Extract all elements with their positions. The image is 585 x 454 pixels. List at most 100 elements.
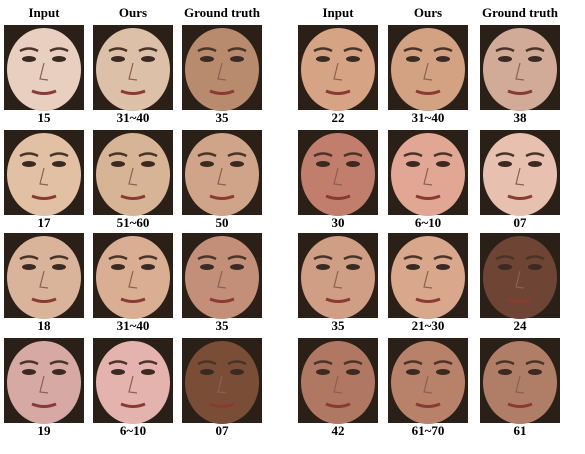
age-label: 61~70	[412, 423, 445, 438]
eye	[316, 161, 330, 167]
brow	[313, 152, 363, 158]
nose	[128, 167, 138, 186]
age-label: 31~40	[117, 110, 150, 125]
nose	[515, 270, 525, 289]
brow	[108, 360, 158, 366]
mouth	[507, 297, 533, 303]
face	[483, 341, 557, 424]
nose	[515, 62, 525, 81]
eye	[230, 161, 244, 167]
face	[391, 341, 465, 424]
age-label: 61	[514, 423, 527, 438]
face-image	[93, 233, 173, 319]
eye	[316, 369, 330, 375]
brow	[19, 360, 69, 366]
eye	[528, 264, 542, 270]
nose	[423, 375, 433, 394]
face	[483, 236, 557, 319]
face	[96, 236, 170, 319]
mouth	[31, 297, 57, 303]
nose	[217, 167, 227, 186]
eye	[141, 161, 155, 167]
face	[96, 28, 170, 111]
age-label: 07	[216, 423, 230, 438]
face-image	[480, 25, 560, 111]
mouth	[31, 89, 57, 95]
eye	[111, 56, 125, 62]
face	[391, 133, 465, 216]
age-label: 21~30	[412, 318, 445, 333]
column-header: Ours	[119, 5, 147, 20]
nose	[128, 62, 138, 81]
nose	[128, 270, 138, 289]
eye	[52, 369, 66, 375]
mouth	[325, 297, 351, 303]
eye	[230, 264, 244, 270]
nose	[333, 62, 343, 81]
mouth	[120, 402, 146, 408]
face-image	[480, 130, 560, 216]
eye	[436, 264, 450, 270]
face	[483, 28, 557, 111]
face-image	[480, 338, 560, 424]
eye	[436, 369, 450, 375]
eye	[406, 369, 420, 375]
eye	[230, 369, 244, 375]
age-label: 35	[216, 110, 230, 125]
nose	[39, 62, 49, 81]
eye	[316, 56, 330, 62]
eye	[200, 264, 214, 270]
eye	[200, 369, 214, 375]
eye	[111, 161, 125, 167]
column-header: Ground truth	[482, 5, 559, 20]
face-image	[182, 233, 262, 319]
nose	[39, 270, 49, 289]
face-image	[4, 338, 84, 424]
age-label: 17	[38, 215, 52, 230]
eye	[528, 369, 542, 375]
brow	[313, 255, 363, 261]
brow	[108, 152, 158, 158]
face	[185, 341, 259, 424]
face	[185, 236, 259, 319]
brow	[403, 152, 453, 158]
nose	[128, 375, 138, 394]
age-label: 6~10	[120, 423, 146, 438]
mouth	[31, 402, 57, 408]
eye	[22, 161, 36, 167]
mouth	[120, 89, 146, 95]
brow	[197, 255, 247, 261]
age-label: 31~40	[117, 318, 150, 333]
mouth	[415, 402, 441, 408]
nose	[217, 375, 227, 394]
mouth	[507, 89, 533, 95]
face-image	[298, 233, 378, 319]
eye	[230, 56, 244, 62]
face	[96, 133, 170, 216]
eye	[436, 56, 450, 62]
eye	[498, 56, 512, 62]
face	[7, 341, 81, 424]
age-label: 22	[332, 110, 345, 125]
brow	[108, 255, 158, 261]
column-header: Input	[322, 5, 354, 20]
mouth	[209, 402, 235, 408]
face	[301, 28, 375, 111]
face-image	[388, 338, 468, 424]
face	[483, 133, 557, 216]
eye	[498, 264, 512, 270]
age-label: 15	[38, 110, 52, 125]
face	[301, 133, 375, 216]
face	[391, 28, 465, 111]
eye	[406, 161, 420, 167]
brow	[197, 152, 247, 158]
eye	[406, 56, 420, 62]
face-image	[182, 25, 262, 111]
brow	[197, 47, 247, 53]
eye	[406, 264, 420, 270]
brow	[313, 360, 363, 366]
face-image	[93, 25, 173, 111]
mouth	[507, 194, 533, 200]
eye	[22, 264, 36, 270]
